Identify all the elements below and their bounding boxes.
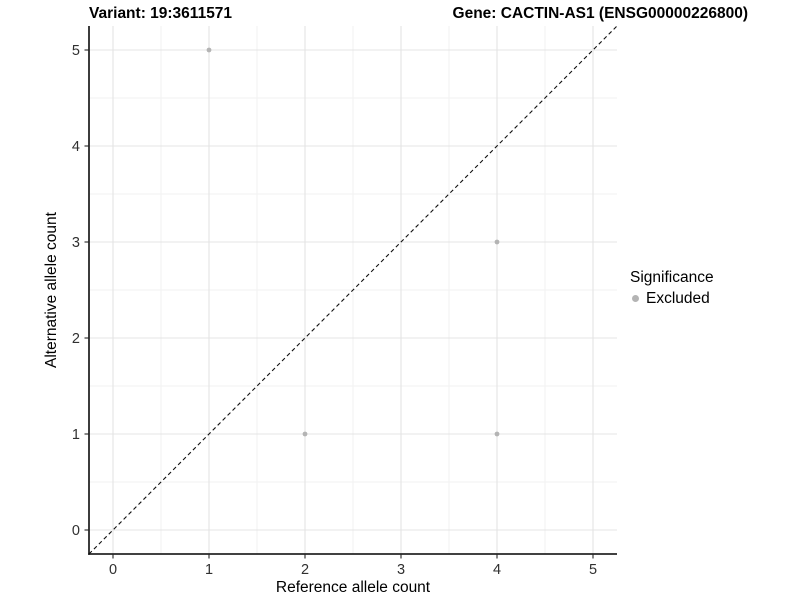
x-tick-label: 0: [109, 562, 117, 578]
y-tick-label: 0: [72, 523, 80, 539]
plot-title-row: Variant: 19:3611571 Gene: CACTIN-AS1 (EN…: [89, 4, 748, 24]
x-tick-label: 5: [589, 562, 597, 578]
data-point: [494, 239, 500, 245]
x-tick-label: 4: [493, 562, 501, 578]
legend-item-excluded: Excluded: [630, 289, 714, 308]
data-point: [494, 431, 500, 437]
data-point: [206, 47, 212, 53]
legend-title: Significance: [630, 269, 714, 286]
y-tick-label: 5: [72, 43, 80, 59]
x-tick-label: 2: [301, 562, 309, 578]
y-tick-label: 3: [72, 235, 80, 251]
identity-reference-line: [88, 25, 618, 555]
excluded-point-icon: [632, 295, 639, 302]
x-axis-title: Reference allele count: [275, 579, 431, 596]
y-axis-title: Alternative allele count: [43, 212, 60, 368]
data-point: [302, 431, 308, 437]
x-tick-label: 1: [205, 562, 213, 578]
plot-title-gene: Gene: CACTIN-AS1 (ENSG00000226800): [452, 5, 748, 22]
legend: Significance Excluded: [630, 268, 714, 308]
y-tick-label: 2: [72, 331, 80, 347]
legend-item-label: Excluded: [646, 290, 710, 307]
y-tick-label: 1: [72, 427, 80, 443]
plot-title-variant: Variant: 19:3611571: [89, 5, 233, 22]
y-tick-label: 4: [72, 139, 80, 155]
x-tick-label: 3: [397, 562, 405, 578]
